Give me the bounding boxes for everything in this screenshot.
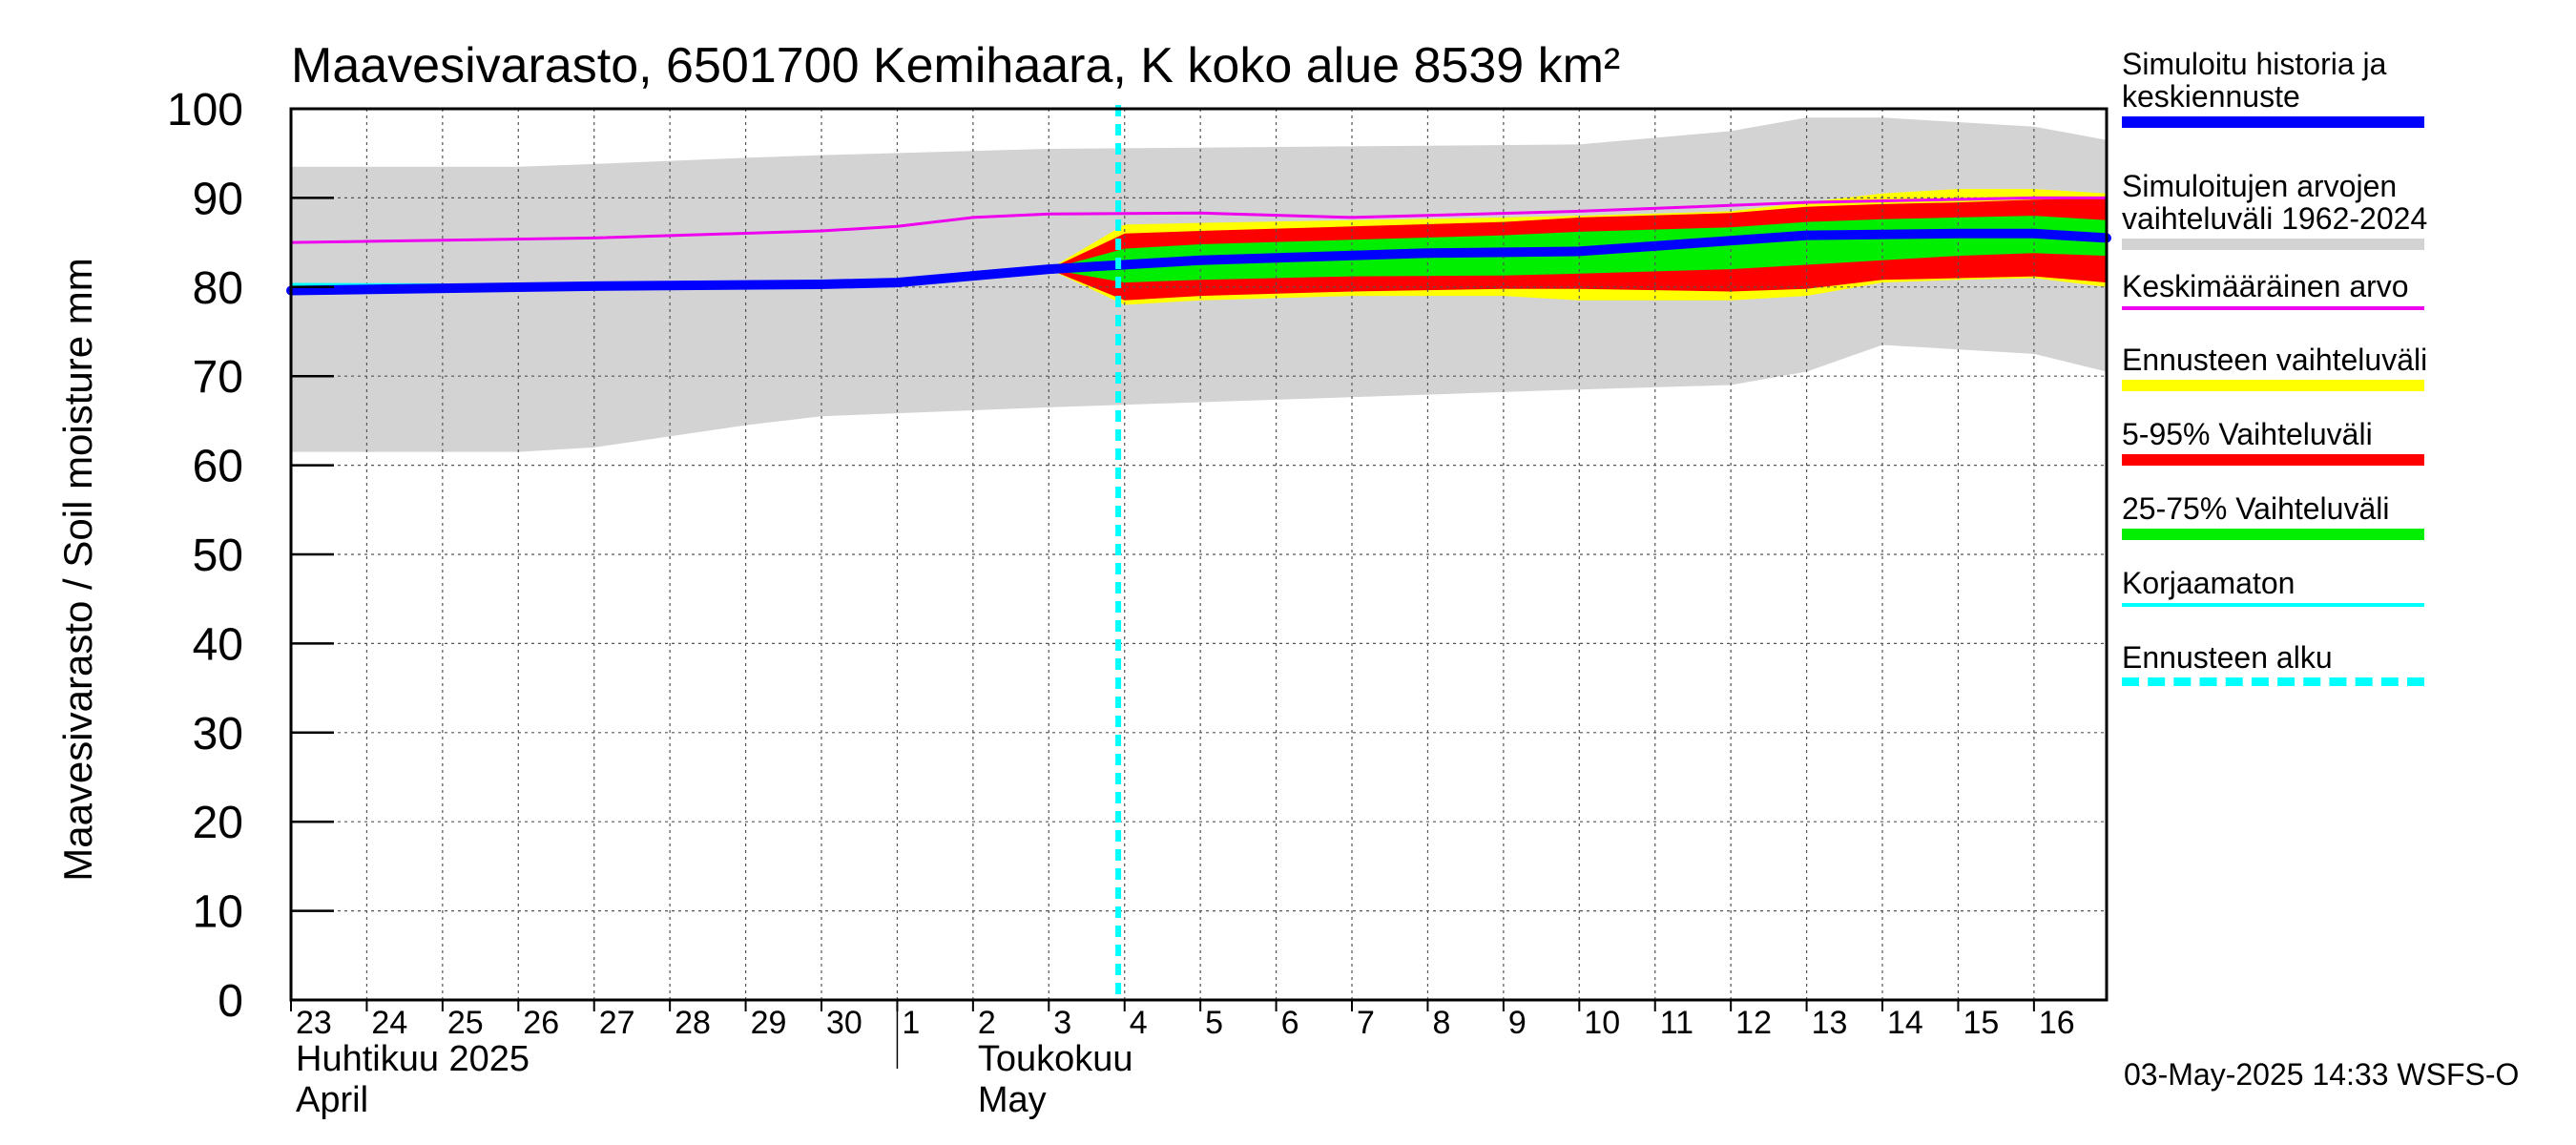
x-tick-label: 27: [599, 1005, 635, 1041]
y-tick-label: 50: [193, 531, 243, 581]
y-tick-label: 80: [193, 263, 243, 314]
legend-swatch: [2122, 603, 2424, 607]
x-tick-label: 3: [1053, 1005, 1071, 1041]
legend-item: Keskimääräinen arvo: [2122, 270, 2424, 310]
legend-label: Simuloitujen arvojen vaihteluväli 1962-2…: [2122, 169, 2428, 236]
x-tick-label: 6: [1281, 1005, 1299, 1041]
y-tick-label: 60: [193, 442, 243, 492]
legend-item: Simuloitujen arvojen vaihteluväli 1962-2…: [2122, 170, 2427, 250]
x-tick-label: 4: [1130, 1005, 1148, 1041]
y-tick-label: 70: [193, 352, 243, 403]
legend-swatch: [2122, 677, 2424, 686]
legend-item: Ennusteen alku: [2122, 641, 2424, 686]
x-tick-label: 28: [675, 1005, 711, 1041]
series-line-0: [289, 196, 2109, 244]
chart-title: Maavesivarasto, 6501700 Kemihaara, K kok…: [291, 38, 1620, 94]
legend-label: 5-95% Vaihteluväli: [2122, 417, 2373, 451]
x-tick-label: 30: [826, 1005, 862, 1041]
legend-label: Keskimääräinen arvo: [2122, 269, 2409, 303]
x-tick-label: 15: [1963, 1005, 1999, 1041]
x-tick-label: 9: [1508, 1005, 1527, 1041]
x-tick-label: 23: [296, 1005, 332, 1041]
legend-item: 5-95% Vaihteluväli: [2122, 418, 2424, 466]
month-label-fi: Toukokuu: [978, 1039, 1133, 1079]
month-label-en: April: [296, 1080, 368, 1120]
legend-item: Simuloitu historia ja keskiennuste: [2122, 48, 2424, 128]
month-label-fi: Huhtikuu 2025: [296, 1039, 530, 1079]
legend-swatch: [2122, 380, 2424, 391]
legend-label: Simuloitu historia ja keskiennuste: [2122, 47, 2387, 114]
x-tick-label: 24: [371, 1005, 407, 1041]
legend-swatch: [2122, 454, 2424, 466]
x-tick-label: 12: [1735, 1005, 1772, 1041]
timestamp-footer: 03-May-2025 14:33 WSFS-O: [2124, 1057, 2520, 1092]
x-tick-label: 26: [523, 1005, 559, 1041]
x-tick-label: 13: [1812, 1005, 1848, 1041]
legend-label: 25-75% Vaihteluväli: [2122, 491, 2390, 526]
y-tick-label: 20: [193, 798, 243, 848]
x-tick-label: 8: [1432, 1005, 1450, 1041]
x-tick-label: 1: [902, 1005, 920, 1041]
line-layer: [286, 105, 2111, 1000]
x-tick-label: 25: [447, 1005, 484, 1041]
x-tick-label: 29: [751, 1005, 787, 1041]
x-tick-label: 10: [1584, 1005, 1620, 1041]
legend-label: Ennusteen alku: [2122, 640, 2333, 675]
legend-item: Ennusteen vaihteluväli: [2122, 344, 2427, 391]
legend-swatch: [2122, 529, 2424, 540]
x-tick-label: 7: [1357, 1005, 1375, 1041]
x-tick-label: 14: [1887, 1005, 1923, 1041]
y-tick-label: 10: [193, 887, 243, 938]
y-tick-label: 40: [193, 619, 243, 670]
y-tick-label: 90: [193, 174, 243, 224]
legend-item: Korjaamaton: [2122, 567, 2424, 607]
y-axis-label: Maavesivarasto / Soil moisture mm: [55, 258, 100, 882]
legend-swatch: [2122, 306, 2424, 310]
y-tick-label: 100: [167, 85, 243, 135]
x-tick-label: 16: [2039, 1005, 2075, 1041]
y-tick-label: 30: [193, 709, 243, 760]
x-tick-label: 2: [978, 1005, 996, 1041]
x-tick-label: 11: [1660, 1005, 1693, 1041]
series-line-2: [286, 228, 2111, 296]
legend-swatch: [2122, 116, 2424, 128]
x-tick-label: 5: [1205, 1005, 1223, 1041]
y-tick-label: 0: [218, 976, 243, 1027]
legend-swatch: [2122, 239, 2424, 250]
legend-item: 25-75% Vaihteluväli: [2122, 492, 2424, 540]
legend-label: Korjaamaton: [2122, 566, 2296, 600]
legend-label: Ennusteen vaihteluväli: [2122, 343, 2428, 377]
month-label-en: May: [978, 1080, 1047, 1120]
